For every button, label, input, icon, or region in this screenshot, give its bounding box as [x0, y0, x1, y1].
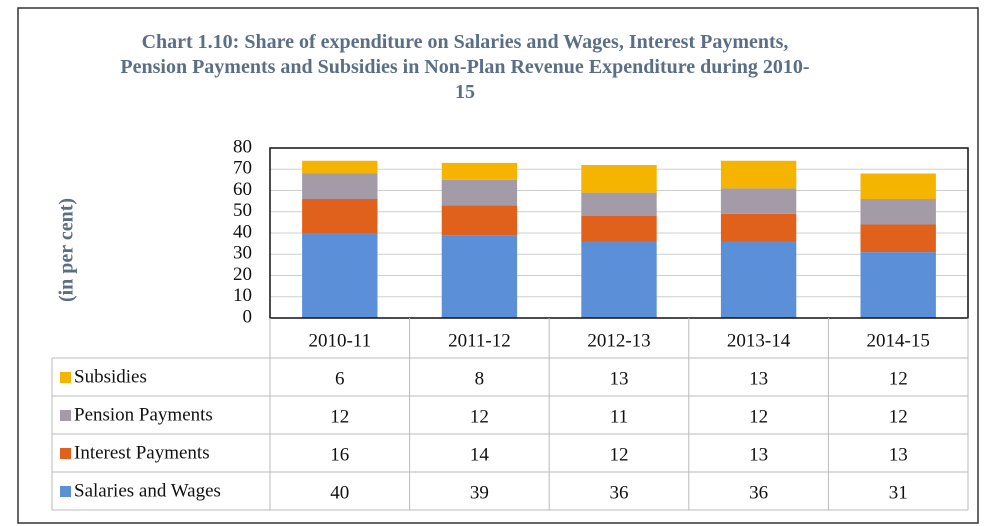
table-value: 36	[610, 482, 629, 503]
plot-border	[269, 147, 969, 319]
x-tick-label: 2013-14	[727, 330, 791, 351]
y-tick-label: 0	[243, 306, 253, 327]
table-value: 14	[470, 444, 490, 465]
legend-swatch	[60, 372, 71, 383]
table-value: 13	[749, 368, 768, 389]
bar-segment	[860, 252, 936, 318]
y-tick-label: 50	[233, 200, 252, 221]
table-value: 36	[749, 482, 768, 503]
bar-segment	[302, 160, 378, 174]
table-value: 39	[470, 482, 489, 503]
bar-segment	[302, 173, 378, 199]
bar-segment	[860, 199, 936, 225]
table-value: 40	[330, 482, 349, 503]
table-value: 12	[610, 444, 629, 465]
table-value: 16	[330, 444, 349, 465]
y-tick-label: 10	[233, 285, 252, 306]
table-value: 13	[749, 444, 768, 465]
bar-segment	[720, 241, 797, 318]
y-tick-label: 80	[233, 136, 252, 157]
table-value: 12	[889, 368, 908, 389]
bar-segment	[302, 199, 378, 233]
bar-segment	[860, 224, 936, 253]
frame	[17, 7, 979, 524]
table-value: 12	[470, 406, 489, 427]
bar-segment	[441, 162, 518, 180]
legend-swatch	[60, 486, 71, 497]
x-tick-label: 2010-11	[308, 330, 371, 351]
legend-label: Subsidies	[74, 366, 147, 387]
bar-segment	[441, 235, 518, 318]
bar-segment	[302, 233, 378, 318]
bar-segment	[720, 188, 797, 214]
x-tick-label: 2012-13	[587, 330, 650, 351]
bar-segment	[441, 179, 518, 206]
table-value: 6	[335, 368, 345, 389]
bar-segment	[720, 213, 797, 242]
y-tick-label: 60	[233, 179, 252, 200]
bar-segment	[441, 205, 518, 236]
table-value: 12	[330, 406, 349, 427]
y-tick-label: 20	[233, 264, 252, 285]
chart-title: Chart 1.10: Share of expenditure on Sala…	[120, 31, 810, 103]
x-tick-label: 2014-15	[867, 330, 930, 351]
y-axis-label: (in per cent)	[56, 198, 78, 302]
bar-segment	[581, 165, 657, 193]
legend-label: Interest Payments	[74, 442, 210, 463]
table-value: 8	[475, 368, 485, 389]
bar-segment	[581, 216, 657, 242]
table-value: 12	[749, 406, 768, 427]
y-tick-label: 30	[233, 243, 252, 264]
bar-segment	[581, 192, 657, 216]
y-tick-label: 70	[233, 158, 252, 179]
table-value: 31	[889, 482, 908, 503]
y-tick-label: 40	[233, 221, 252, 242]
legend-swatch	[60, 448, 71, 459]
bar-segment	[860, 173, 936, 199]
table-value: 12	[889, 406, 908, 427]
bar-segment	[581, 241, 657, 318]
x-tick-label: 2011-12	[448, 330, 511, 351]
legend-swatch	[60, 410, 71, 421]
table-value: 13	[889, 444, 908, 465]
table-value: 13	[610, 368, 629, 389]
bar-segment	[720, 160, 797, 189]
table-value: 11	[610, 406, 628, 427]
legend-label: Pension Payments	[74, 404, 213, 425]
legend-label: Salaries and Wages	[74, 480, 221, 501]
